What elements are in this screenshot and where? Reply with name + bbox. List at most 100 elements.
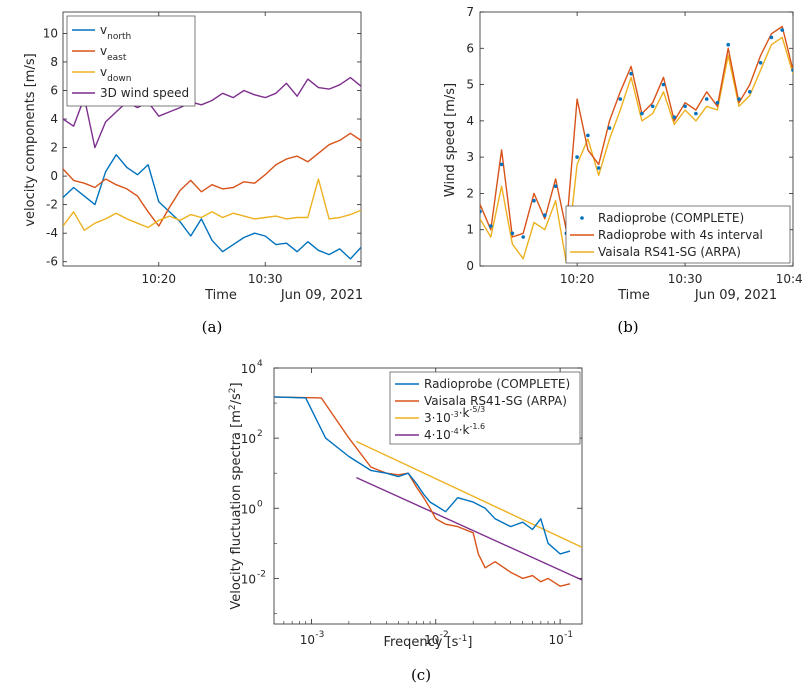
- y-tick-label-c: 10: [241, 502, 256, 516]
- y-label-a: velocity components [m/s]: [23, 53, 38, 226]
- y-tick-label-a: -6: [46, 255, 58, 269]
- legend-label-a: vdown: [100, 65, 131, 84]
- date-label-a: Jun 09, 2021: [280, 288, 363, 303]
- caption-a: (a): [202, 318, 223, 336]
- y-tick-label-a: -4: [46, 226, 58, 240]
- series-line-c-0: [274, 396, 571, 555]
- series-line-radioprobe-with-4s-interval: [480, 25, 793, 238]
- series-point-radioprobe-complete: [543, 213, 547, 217]
- series-point-radioprobe-complete: [704, 97, 709, 101]
- series-point-radioprobe-complete: [489, 224, 493, 228]
- series-point-radioprobe-complete: [618, 97, 623, 101]
- y-tick-label-a: 8: [50, 55, 58, 69]
- y-ticks-b: 0 1 2 3 4 5 6 7: [466, 5, 793, 273]
- legend-label-b: Radioprobe with 4s interval: [598, 228, 763, 242]
- x-label-b: Time: [617, 288, 650, 303]
- series-point-radioprobe-complete: [650, 104, 655, 109]
- legend-label-a: vnorth: [100, 23, 131, 42]
- series-point-radioprobe-complete: [521, 235, 525, 239]
- x-tick-label-c: 10: [300, 633, 315, 647]
- series-point-radioprobe-complete: [791, 68, 793, 72]
- y-label-b: Wind speed [m/s]: [443, 83, 458, 197]
- y-tick-label-c: 10: [241, 432, 256, 446]
- x-ticks-b: 10:20 10:30 10:40: [560, 12, 803, 286]
- y-tick-label-b: 0: [466, 259, 474, 273]
- legend-label-b: Radioprobe (COMPLETE): [598, 211, 744, 225]
- series-point-radioprobe-complete: [737, 97, 741, 101]
- legend-label-c: 4·10-4·k-1.6: [424, 422, 485, 442]
- x-label-c: Freqency [s-1]: [384, 634, 473, 650]
- y-tick-label-a: 0: [50, 169, 58, 183]
- series-point-radioprobe-complete: [586, 133, 590, 138]
- series-point-radioprobe-complete: [726, 42, 730, 47]
- y-tick-label-b: 6: [466, 41, 474, 55]
- x-tick-label-b: 10:30: [668, 272, 703, 286]
- series-c: [274, 396, 582, 587]
- series-point-radioprobe-complete: [532, 198, 536, 203]
- y-tick-label-b: 2: [466, 186, 474, 200]
- series-point-radioprobe-complete: [596, 166, 601, 170]
- series-line-v_north: [63, 153, 361, 260]
- legend-label-b: Vaisala RS41-SG (ARPA): [598, 245, 741, 259]
- y-tick-label-a: -2: [46, 198, 58, 212]
- y-label-c: Velocity fluctuation spectra [m2/s2]: [228, 382, 244, 609]
- y-tick-label-a: 6: [50, 83, 58, 97]
- y-tick-exponent-c: 0: [257, 499, 263, 509]
- legend-label-c: Radioprobe (COMPLETE): [424, 377, 570, 391]
- x-tick-label-a: 10:20: [141, 272, 176, 286]
- series-point-radioprobe-complete: [575, 155, 579, 159]
- series-point-radioprobe-complete: [672, 115, 677, 119]
- series-point-radioprobe-complete: [683, 104, 687, 109]
- x-tick-label-c: 10: [548, 633, 563, 647]
- y-tick-label-a: 2: [50, 141, 58, 155]
- caption-b: (b): [617, 318, 638, 336]
- caption-c: (c): [411, 666, 431, 684]
- y-tick-label-c: 10: [241, 572, 256, 586]
- x-tick-exponent-c: -1: [564, 630, 573, 640]
- series-point-radioprobe-complete: [758, 61, 763, 65]
- series-point-radioprobe-complete: [640, 111, 644, 116]
- y-tick-exponent-c: -2: [257, 569, 266, 579]
- series-line-v_down: [63, 178, 361, 232]
- series-point-radioprobe-complete: [780, 28, 784, 32]
- x-tick-label-a: 10:30: [248, 272, 283, 286]
- y-tick-label-b: 4: [466, 114, 474, 128]
- legend-b: Radioprobe (COMPLETE) Radioprobe with 4s …: [565, 205, 791, 264]
- series-point-radioprobe-complete: [769, 35, 774, 40]
- y-tick-label-a: 4: [50, 112, 58, 126]
- x-tick-label-c: 10: [424, 633, 439, 647]
- x-ticks-c: 10 -3 10 -2 10 -1: [283, 368, 573, 647]
- series-point-radioprobe-complete: [694, 111, 698, 116]
- series-a: [63, 76, 361, 260]
- legend-label-c: 3·10-3·k-5/3: [424, 405, 485, 425]
- y-tick-label-b: 3: [466, 150, 474, 164]
- legend-box-a: [66, 15, 196, 107]
- legend-a: vnorth veast vdown 3D wind speed: [66, 15, 196, 107]
- x-ticks-a: 10:20 10:30: [141, 12, 283, 286]
- legend-label-c: Vaisala RS41-SG (ARPA): [424, 394, 567, 408]
- series-point-radioprobe-complete: [553, 184, 558, 188]
- y-tick-label-b: 5: [466, 78, 474, 92]
- series-b: [480, 25, 793, 264]
- y-tick-label-c: 10: [241, 362, 256, 376]
- x-tick-label-b: 10:40: [776, 272, 803, 286]
- y-ticks-a: -6 -4 -2 0 2 4 6 8 10: [43, 26, 361, 269]
- series-line-3d-wind-speed: [63, 76, 361, 149]
- legend-swatch-b: [580, 216, 584, 220]
- series-point-radioprobe-complete: [629, 71, 633, 76]
- panel-a: -6 -4 -2 0 2 4 6 8 10 10:20 10:30 velocity compon…: [23, 11, 363, 336]
- series-line-vaisala-rs41-sg-arpa-: [480, 36, 793, 264]
- y-tick-label-b: 7: [466, 5, 474, 19]
- series-point-radioprobe-complete: [715, 100, 720, 105]
- series-point-radioprobe-complete: [499, 162, 504, 167]
- legend-box-b: [565, 205, 791, 264]
- series-point-radioprobe-complete: [748, 90, 752, 94]
- legend-box-c: [389, 371, 581, 445]
- series-point-radioprobe-complete: [661, 82, 666, 87]
- legend-c: Radioprobe (COMPLETE) Vaisala RS41-SG (AR…: [389, 371, 581, 445]
- series-line-c-3: [356, 476, 582, 581]
- y-tick-exponent-c: 2: [257, 429, 263, 439]
- series-line-v_east: [63, 132, 361, 227]
